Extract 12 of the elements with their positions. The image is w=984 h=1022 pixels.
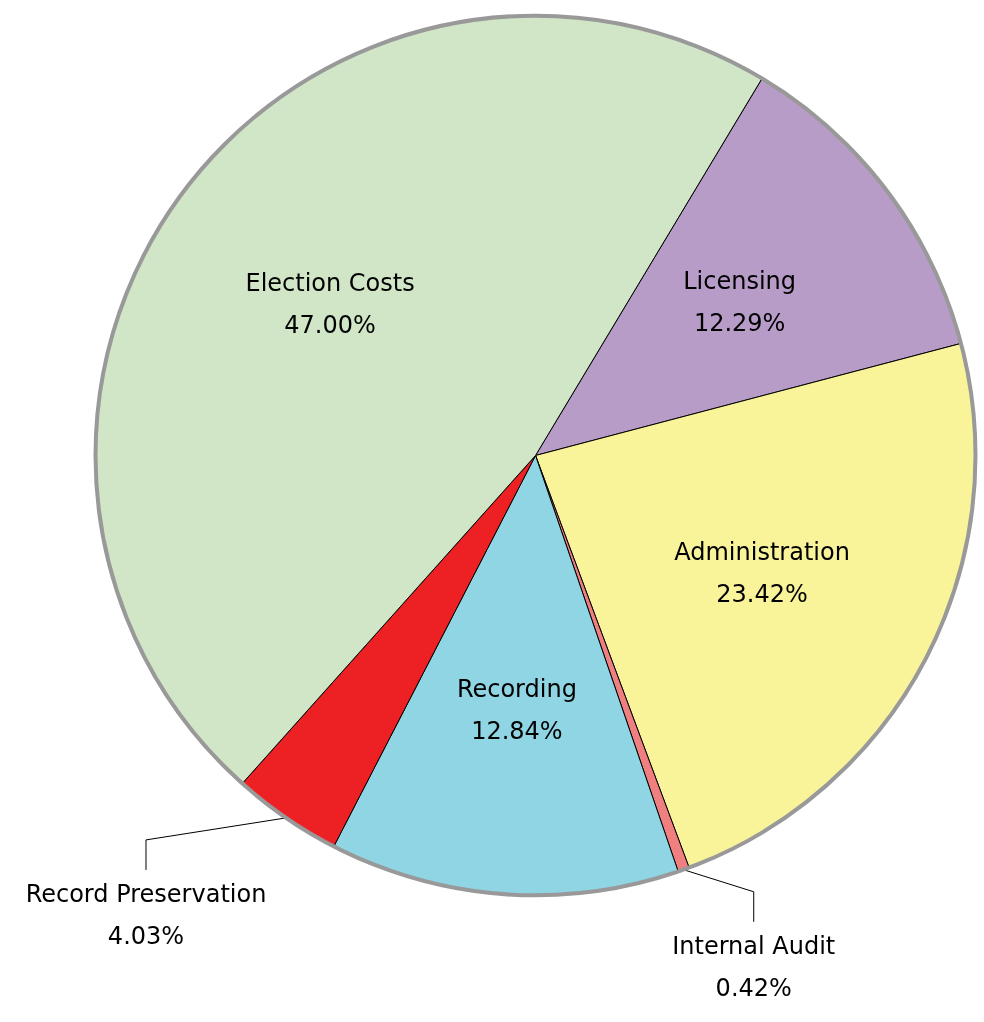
slice-label: Recording: [456, 675, 577, 704]
data-label: 0.42%: [715, 973, 792, 1002]
data-label: 23.42%: [716, 579, 808, 608]
slice-label: Internal Audit: [672, 931, 836, 960]
slice-label: Licensing: [683, 267, 797, 296]
data-label: 12.29%: [693, 309, 786, 338]
data-label: 12.84%: [471, 717, 563, 746]
slice-label: Election Costs: [245, 269, 415, 298]
data-label: 47.00%: [284, 311, 376, 340]
slice-label: Record Preservation: [25, 879, 267, 908]
slice-label: Administration: [674, 537, 850, 566]
data-label: 4.03%: [107, 921, 185, 950]
